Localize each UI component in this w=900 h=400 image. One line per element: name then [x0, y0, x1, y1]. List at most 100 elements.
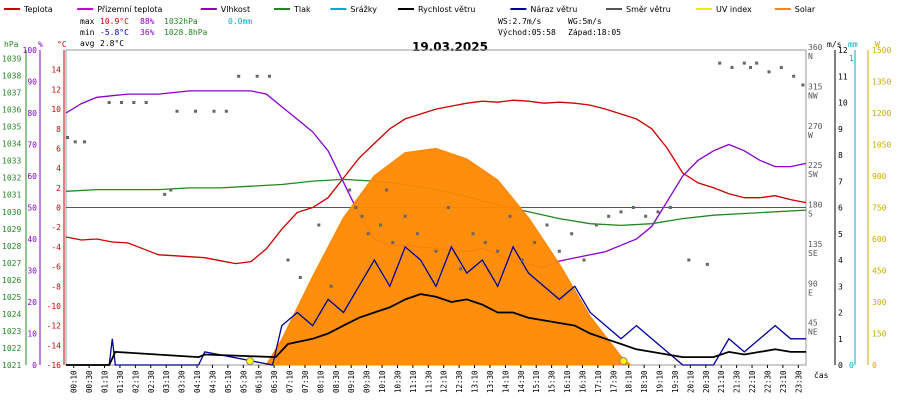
plot-area — [65, 61, 807, 366]
temp-tick-7: 0 — [56, 204, 61, 213]
x-tick-39: 19:30 — [671, 370, 680, 393]
solar-tick-8: 300 — [872, 298, 887, 307]
legend: Teplota Přízemní teplota Vlhkost Tlak Srážky… — [4, 5, 816, 14]
dir-tick-0: 360 — [808, 43, 823, 52]
temp-tick-12: -10 — [47, 302, 62, 311]
direction-point-5 — [132, 101, 136, 104]
direction-point-46 — [644, 214, 648, 218]
direction-point-51 — [718, 61, 722, 65]
x-tick-33: 16:30 — [578, 370, 587, 393]
temp-tick-11: -8 — [51, 282, 61, 291]
temp-tick-9: -4 — [51, 243, 61, 252]
direction-point-55 — [755, 61, 759, 65]
stat-ws: WS:2.7m/s — [498, 17, 542, 26]
x-tick-12: 06:10 — [255, 370, 264, 393]
press-tick-16: 1023 — [2, 327, 21, 336]
direction-point-20 — [348, 188, 352, 192]
dir-tick-label-6: E — [808, 288, 813, 297]
hum-tick-8: 20 — [27, 298, 37, 307]
x-tick-19: 09:30 — [363, 370, 372, 393]
press-tick-8: 1031 — [2, 191, 21, 200]
direction-point-58 — [792, 74, 796, 78]
legend-label-7: Směr větru — [626, 5, 671, 14]
press-tick-3: 1036 — [2, 106, 21, 115]
x-tick-38: 19:10 — [656, 370, 665, 393]
wind-tick-10: 2 — [838, 309, 843, 318]
direction-point-44 — [619, 210, 623, 214]
direction-point-34 — [496, 249, 500, 253]
direction-point-45 — [631, 206, 635, 209]
direction-point-41 — [582, 258, 586, 262]
unit-mm: mm — [848, 40, 858, 49]
x-tick-6: 03:10 — [162, 370, 171, 393]
x-tick-15: 07:30 — [301, 370, 310, 393]
series-4 — [66, 245, 806, 366]
x-tick-24: 12:10 — [440, 370, 449, 393]
direction-point-30 — [446, 206, 450, 209]
stat-rain: 0.0mm — [228, 17, 252, 26]
x-tick-29: 14:30 — [517, 370, 526, 393]
x-tick-8: 04:10 — [193, 370, 202, 393]
stat-max-label: max — [80, 17, 95, 26]
wind-tick-9: 3 — [838, 282, 843, 291]
x-tick-5: 02:30 — [147, 370, 156, 393]
x-tick-44: 22:10 — [748, 370, 757, 393]
direction-point-0 — [66, 136, 70, 139]
hum-tick-7: 30 — [27, 267, 37, 276]
x-tick-10: 05:10 — [224, 370, 233, 393]
solar-tick-10: 0 — [872, 361, 877, 370]
x-tick-36: 18:10 — [625, 370, 634, 393]
direction-point-9 — [175, 109, 179, 113]
x-tick-25: 12:30 — [455, 370, 464, 393]
press-tick-15: 1024 — [2, 310, 21, 319]
direction-point-54 — [749, 66, 752, 69]
wind-tick-4: 8 — [838, 151, 843, 160]
direction-point-4 — [120, 101, 123, 104]
legend-label-9: Solar — [795, 5, 816, 14]
direction-point-32 — [471, 232, 475, 236]
direction-point-37 — [533, 241, 537, 244]
direction-point-10 — [194, 109, 197, 113]
stat-min-label: min — [80, 28, 95, 37]
series-solar-line — [265, 147, 631, 366]
stat-min-press: 1028.8hPa — [164, 28, 208, 37]
x-tick-34: 17:10 — [594, 370, 603, 393]
series-solar-area — [266, 148, 631, 365]
stat-min-hum: 36% — [140, 28, 155, 37]
direction-point-31 — [459, 267, 463, 271]
wind-tick-2: 10 — [838, 99, 848, 108]
x-tick-18: 09:10 — [347, 370, 356, 393]
stat-max-press: 1032hPa — [164, 17, 198, 26]
press-tick-14: 1025 — [2, 293, 21, 302]
direction-point-17 — [298, 276, 302, 279]
temp-tick-13: -12 — [47, 322, 62, 331]
press-tick-11: 1028 — [2, 242, 21, 251]
dir-tick-4: 180 — [808, 201, 823, 210]
direction-point-1 — [73, 140, 77, 144]
stat-sunset: Západ:18:05 — [568, 28, 621, 37]
direction-point-13 — [237, 74, 241, 78]
direction-point-15 — [268, 74, 271, 78]
stat-wg: WG:5m/s — [568, 17, 602, 26]
stat-min-temp: -5.8°C — [100, 28, 129, 37]
dir-tick-label-5: SE — [808, 249, 818, 258]
direction-point-18 — [317, 223, 321, 227]
x-tick-32: 16:10 — [563, 370, 572, 393]
legend-label-2: Vlhkost — [221, 5, 250, 14]
x-tick-14: 07:10 — [286, 370, 295, 393]
unit-ms: m/s — [827, 40, 842, 49]
dir-tick-5: 135 — [808, 240, 823, 249]
stat-avg-label: avg — [80, 39, 95, 48]
x-tick-11: 05:30 — [239, 370, 248, 393]
temp-tick-5: 4 — [56, 164, 61, 173]
direction-point-14 — [255, 74, 259, 78]
direction-point-50 — [705, 262, 709, 266]
direction-point-40 — [570, 232, 574, 236]
legend-label-8: UV index — [716, 5, 752, 14]
x-tick-42: 21:10 — [717, 370, 726, 393]
direction-point-7 — [163, 192, 167, 196]
x-tick-20: 10:10 — [378, 370, 387, 393]
dir-tick-label-3: SW — [808, 170, 818, 179]
unit-x: čas — [814, 370, 829, 380]
